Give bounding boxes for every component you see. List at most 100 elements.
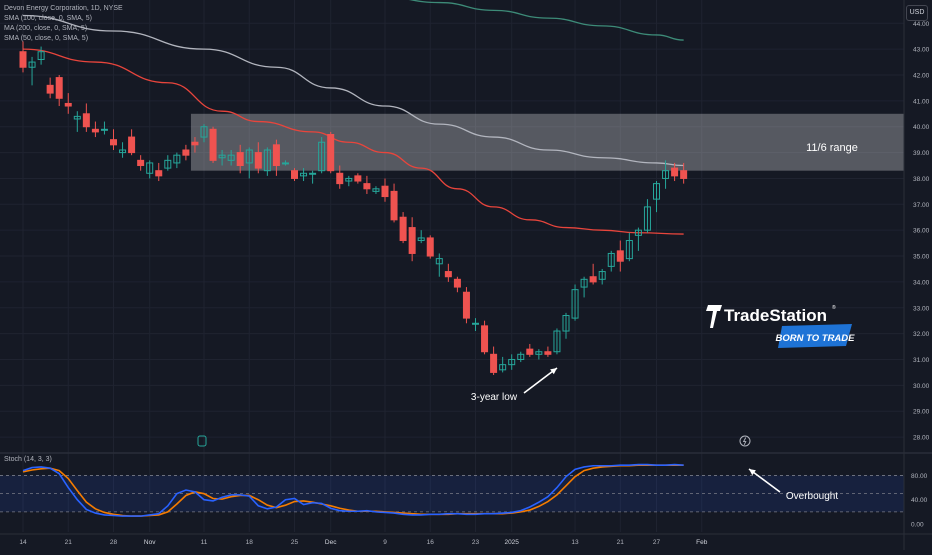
- candle: [435, 253, 443, 277]
- candle: [281, 160, 289, 166]
- candle: [146, 160, 154, 179]
- candle-body: [254, 152, 262, 169]
- candle-body: [19, 51, 27, 68]
- candle-body: [182, 149, 190, 156]
- candle-body: [517, 353, 525, 360]
- time-tick-label: Feb: [696, 539, 708, 546]
- candle: [128, 129, 136, 156]
- candle-body: [164, 159, 172, 169]
- sma50-line: [22, 48, 684, 235]
- candle-body: [46, 84, 54, 94]
- candle-body: [390, 190, 398, 221]
- candle: [100, 121, 108, 135]
- candle-body: [137, 159, 145, 167]
- candle: [182, 144, 190, 161]
- candle-body: [607, 252, 615, 267]
- price-tick-label: 39.00: [913, 150, 930, 157]
- candle-body: [426, 237, 434, 257]
- candle: [462, 287, 470, 324]
- grid: [0, 0, 904, 532]
- candle: [553, 328, 561, 355]
- stoch-tick-label: 80.00: [911, 473, 928, 480]
- time-tick-label: 27: [653, 539, 661, 546]
- candle-body: [499, 364, 507, 371]
- candle: [517, 351, 525, 363]
- moving-averages: [22, 0, 684, 235]
- legend-sma50[interactable]: SMA (50, close, 0, SMA, 5): [4, 35, 89, 42]
- time-tick-label: 16: [427, 539, 435, 546]
- candle-body: [82, 113, 90, 128]
- range-label: 11/6 range: [806, 142, 858, 154]
- candle: [671, 162, 679, 182]
- candle-body: [399, 216, 407, 242]
- candle: [300, 168, 308, 182]
- dividend-marker-icon: [197, 435, 207, 447]
- legend-ma200[interactable]: MA (200, close, 0, SMA, 5): [4, 25, 88, 32]
- candle-body: [100, 128, 108, 131]
- candle-body: [91, 128, 99, 133]
- candle: [625, 232, 633, 262]
- candle: [426, 235, 434, 259]
- time-tick-label: 14: [19, 539, 27, 546]
- candle-body: [381, 185, 389, 198]
- earnings-marker-icon: [739, 435, 751, 447]
- candle-body: [372, 188, 380, 192]
- candle-body: [435, 258, 443, 265]
- time-tick-label: 21: [65, 539, 73, 546]
- candle-body: [336, 172, 344, 185]
- price-tick-label: 43.00: [913, 47, 930, 54]
- candle: [173, 152, 181, 169]
- candle-body: [616, 250, 624, 262]
- candle: [354, 173, 362, 184]
- candle: [607, 250, 615, 272]
- candle: [272, 139, 280, 176]
- candle: [399, 212, 407, 244]
- candle-body: [671, 167, 679, 177]
- stoch-legend[interactable]: Stoch (14, 3, 3): [4, 456, 52, 463]
- ma200-line: [408, 0, 684, 41]
- candle: [309, 170, 317, 184]
- candle-body: [653, 183, 660, 200]
- candle-body: [128, 136, 136, 154]
- low-arrow: [523, 367, 558, 394]
- candle: [64, 93, 72, 114]
- range-layer: [190, 113, 904, 171]
- candle: [200, 124, 208, 143]
- stochastic-panel: [0, 463, 904, 517]
- logo-brand: TradeStation: [724, 306, 827, 325]
- candle: [318, 137, 326, 174]
- candle-body: [200, 126, 208, 138]
- range-box: [190, 113, 904, 171]
- candle-body: [490, 353, 498, 373]
- candle: [218, 150, 226, 166]
- tradestation-mark-icon: [706, 305, 722, 328]
- candle-body: [562, 315, 570, 332]
- time-tick-label: 9: [383, 539, 387, 546]
- legend-sma100[interactable]: SMA (100, close, 0, SMA, 5): [4, 15, 92, 22]
- time-tick-label: Dec: [325, 539, 337, 546]
- candle-body: [354, 175, 362, 182]
- candle: [508, 354, 516, 370]
- candle-body: [110, 139, 117, 146]
- candle-body: [408, 227, 416, 254]
- candle-body: [598, 271, 606, 280]
- candle-body: [625, 240, 633, 260]
- candle: [535, 349, 543, 360]
- candle: [37, 46, 45, 65]
- candle: [580, 276, 588, 298]
- stoch-k-line: [22, 463, 684, 517]
- candle-body: [37, 51, 45, 60]
- candle: [499, 356, 507, 373]
- candle: [381, 178, 389, 202]
- price-tick-label: 44.00: [913, 21, 930, 28]
- candle-body: [508, 358, 516, 366]
- candle-body: [55, 77, 63, 99]
- currency-badge[interactable]: USD: [906, 5, 928, 21]
- legend-title: Devon Energy Corporation, 1D, NYSE: [4, 5, 123, 12]
- candle-body: [28, 61, 36, 68]
- time-tick-label: 11: [201, 539, 208, 546]
- candle-body: [73, 115, 81, 120]
- candle: [327, 131, 335, 174]
